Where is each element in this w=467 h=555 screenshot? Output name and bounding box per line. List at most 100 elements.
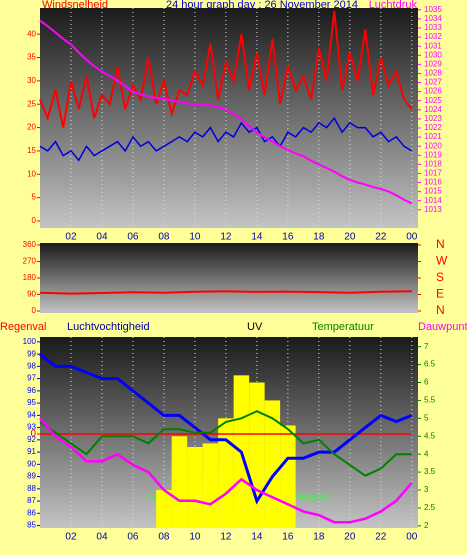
x-tick-label: 02 bbox=[65, 532, 77, 543]
x-tick-label: 08 bbox=[158, 232, 170, 243]
series-line bbox=[39, 417, 413, 524]
y2-tick-label: 1016 bbox=[424, 178, 442, 187]
x-tick-label: 10 bbox=[189, 532, 201, 543]
y-tick-label: 15 bbox=[27, 146, 36, 155]
y2-tick-label: 1014 bbox=[424, 196, 442, 205]
y2-tick-label: 1035 bbox=[424, 5, 442, 14]
y2-tick-label: 2 bbox=[424, 521, 429, 530]
y-tick-label: 270 bbox=[23, 257, 37, 266]
y-tick-label: 87 bbox=[27, 496, 36, 505]
y2-tick-label: 1032 bbox=[424, 32, 442, 41]
x-tick-label: 14 bbox=[251, 532, 263, 543]
y2-tick-label: 1026 bbox=[424, 87, 442, 96]
x-tick-label: 16 bbox=[282, 532, 294, 543]
legend-label: Luchtvochtigheid bbox=[67, 321, 150, 333]
uv-bar bbox=[218, 418, 234, 528]
y2-tick-label: 1030 bbox=[424, 50, 442, 59]
uv-bar bbox=[202, 443, 219, 528]
x-tick-label: 22 bbox=[375, 232, 387, 243]
y2-tick-label: 6 bbox=[424, 378, 429, 387]
series-line bbox=[39, 10, 413, 128]
rain-tick-label: 0 bbox=[30, 429, 36, 440]
uv-bar bbox=[249, 382, 265, 528]
y2-tick-label: 1019 bbox=[424, 150, 442, 159]
x-tick-label: 06 bbox=[127, 232, 139, 243]
y2-tick-label: 1033 bbox=[424, 23, 442, 32]
y2-tick-label: 1015 bbox=[424, 187, 442, 196]
uv-bar bbox=[171, 436, 188, 528]
y2-tick-label: 1029 bbox=[424, 59, 442, 68]
legend-label: Regenval bbox=[0, 321, 46, 333]
y2-tick-label: 1017 bbox=[424, 169, 442, 178]
chart-title: 24 hour graph day : 26 November 2014 bbox=[166, 0, 358, 11]
uv-bar bbox=[280, 425, 296, 528]
y2-tick-label: 1028 bbox=[424, 69, 442, 78]
x-tick-label: 04 bbox=[96, 532, 108, 543]
series-line bbox=[39, 19, 413, 205]
y2-tick-label: 1025 bbox=[424, 96, 442, 105]
y-tick-label: 93 bbox=[27, 423, 36, 432]
y2-tick-label: 1020 bbox=[424, 141, 442, 150]
y-tick-label: 98 bbox=[27, 361, 36, 370]
series-line bbox=[39, 410, 412, 477]
y2-tick-label: 1013 bbox=[424, 205, 442, 214]
y2-tick-label: 5.5 bbox=[424, 396, 436, 405]
x-tick-label: 02 bbox=[65, 232, 77, 243]
y-tick-label: 0 bbox=[32, 306, 37, 315]
y-tick-label: 100 bbox=[23, 337, 37, 346]
y2-tick-label: 3.5 bbox=[424, 467, 436, 476]
y-tick-label: 25 bbox=[27, 99, 36, 108]
y2-tick-label: S bbox=[436, 270, 444, 284]
y-tick-label: 10 bbox=[27, 169, 36, 178]
y2-tick-label: 4 bbox=[424, 449, 429, 458]
x-tick-label: 10 bbox=[189, 232, 201, 243]
y2-tick-label: 1034 bbox=[424, 14, 442, 23]
y2-tick-label: 2.5 bbox=[424, 503, 436, 512]
y-tick-label: 90 bbox=[27, 459, 36, 468]
y2-axis-label: Luchtdruk bbox=[369, 0, 418, 11]
x-tick-label: 12 bbox=[220, 232, 232, 243]
y-tick-label: 92 bbox=[27, 435, 36, 444]
x-tick-label: 00 bbox=[406, 532, 418, 543]
x-tick-label: 08 bbox=[158, 532, 170, 543]
legend-label: UV bbox=[247, 321, 263, 333]
y-tick-label: 90 bbox=[27, 290, 36, 299]
y-axis-label: Windsnelheid bbox=[42, 0, 108, 11]
x-tick-label: 00 bbox=[406, 232, 418, 243]
x-tick-label: 04 bbox=[96, 232, 108, 243]
y-tick-label: 96 bbox=[27, 386, 36, 395]
y-tick-label: 97 bbox=[27, 374, 36, 383]
x-tick-label: 16 bbox=[282, 232, 294, 243]
x-tick-label: 06 bbox=[127, 532, 139, 543]
y-tick-label: 89 bbox=[27, 472, 36, 481]
series-line bbox=[39, 290, 412, 295]
plot-area bbox=[40, 243, 418, 313]
uv-bar bbox=[264, 400, 281, 528]
legend-label: Temperatuur bbox=[312, 321, 374, 333]
y2-tick-label: 1024 bbox=[424, 105, 442, 114]
uv-bar bbox=[156, 490, 172, 528]
y2-tick-label: 1022 bbox=[424, 123, 442, 132]
y-tick-label: 91 bbox=[27, 447, 36, 456]
series-line bbox=[39, 352, 413, 505]
plot-area bbox=[40, 8, 418, 228]
y-tick-label: 360 bbox=[23, 240, 37, 249]
y2-tick-label: N bbox=[436, 303, 445, 317]
y-tick-label: 35 bbox=[27, 53, 36, 62]
y2-tick-label: 4.5 bbox=[424, 431, 436, 440]
uv-bar bbox=[187, 447, 203, 528]
y2-tick-label: 1031 bbox=[424, 41, 442, 50]
y-tick-label: 180 bbox=[23, 273, 37, 282]
series-line bbox=[39, 116, 413, 162]
y2-tick-label: W bbox=[436, 254, 448, 268]
y-tick-label: 40 bbox=[27, 29, 36, 38]
x-tick-label: 12 bbox=[220, 532, 232, 543]
y-tick-label: 85 bbox=[27, 521, 36, 530]
y2-tick-label: 1018 bbox=[424, 159, 442, 168]
x-tick-label: 22 bbox=[375, 532, 387, 543]
y2-tick-label: 7 bbox=[424, 342, 429, 351]
y-tick-label: 95 bbox=[27, 398, 36, 407]
y-tick-label: 86 bbox=[27, 508, 36, 517]
y2-tick-label: 1027 bbox=[424, 78, 442, 87]
